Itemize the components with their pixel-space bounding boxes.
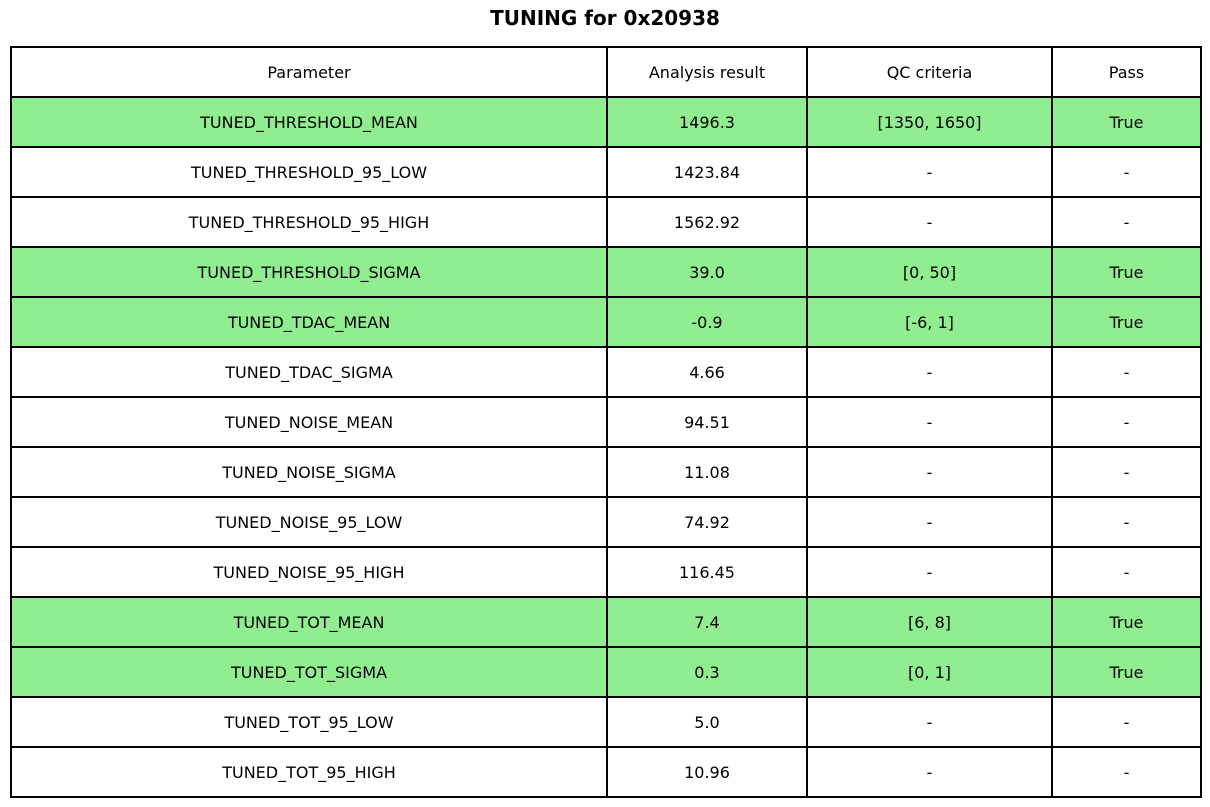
pass-cell: True bbox=[1051, 596, 1202, 648]
parameter-cell: TUNED_TOT_MEAN bbox=[10, 596, 608, 648]
pass-cell: True bbox=[1051, 246, 1202, 298]
table-body: TUNED_THRESHOLD_MEAN 1496.3 [1350, 1650] Tr… bbox=[10, 96, 1202, 798]
qc-criteria-cell: - bbox=[806, 396, 1053, 448]
column-header-pass: Pass bbox=[1051, 46, 1202, 98]
table-row: TUNED_THRESHOLD_95_LOW 1423.84- - bbox=[10, 146, 1202, 198]
analysis-result-cell: 10.96 bbox=[606, 746, 808, 798]
qc-criteria-cell: - bbox=[806, 496, 1053, 548]
pass-cell: - bbox=[1051, 546, 1202, 598]
parameter-cell: TUNED_NOISE_SIGMA bbox=[10, 446, 608, 498]
analysis-result-cell: 94.51 bbox=[606, 396, 808, 448]
qc-criteria-cell: - bbox=[806, 196, 1053, 248]
analysis-result-cell: 4.66 bbox=[606, 346, 808, 398]
analysis-result-cell: 1562.92 bbox=[606, 196, 808, 248]
analysis-result-cell: 0.3 bbox=[606, 646, 808, 698]
pass-cell: True bbox=[1051, 96, 1202, 148]
analysis-result-cell: -0.9 bbox=[606, 296, 808, 348]
parameter-cell: TUNED_THRESHOLD_95_LOW bbox=[10, 146, 608, 198]
pass-cell: - bbox=[1051, 396, 1202, 448]
parameter-cell: TUNED_THRESHOLD_MEAN bbox=[10, 96, 608, 148]
analysis-result-cell: 5.0 bbox=[606, 696, 808, 748]
column-header-analysis-result: Analysis result bbox=[606, 46, 808, 98]
table-row: TUNED_TDAC_MEAN -0.9 [-6, 1] True bbox=[10, 296, 1202, 348]
qc-criteria-cell: - bbox=[806, 696, 1053, 748]
analysis-result-cell: 1496.3 bbox=[606, 96, 808, 148]
parameter-cell: TUNED_TOT_95_LOW bbox=[10, 696, 608, 748]
analysis-result-cell: 11.08 bbox=[606, 446, 808, 498]
column-header-parameter: Parameter bbox=[10, 46, 608, 98]
parameter-cell: TUNED_THRESHOLD_95_HIGH bbox=[10, 196, 608, 248]
pass-cell: True bbox=[1051, 296, 1202, 348]
table-row: TUNED_TOT_SIGMA 0.3 [0, 1] True bbox=[10, 646, 1202, 698]
qc-criteria-cell: - bbox=[806, 446, 1053, 498]
parameter-cell: TUNED_NOISE_95_LOW bbox=[10, 496, 608, 548]
qc-criteria-cell: [6, 8] bbox=[806, 596, 1053, 648]
pass-cell: - bbox=[1051, 496, 1202, 548]
qc-criteria-cell: [0, 50] bbox=[806, 246, 1053, 298]
pass-cell: - bbox=[1051, 196, 1202, 248]
parameter-cell: TUNED_THRESHOLD_SIGMA bbox=[10, 246, 608, 298]
table-row: TUNED_TOT_95_LOW 5.0- - bbox=[10, 696, 1202, 748]
analysis-result-cell: 7.4 bbox=[606, 596, 808, 648]
qc-criteria-cell: - bbox=[806, 546, 1053, 598]
qc-criteria-cell: - bbox=[806, 346, 1053, 398]
table-row: TUNED_THRESHOLD_MEAN 1496.3 [1350, 1650] Tr… bbox=[10, 96, 1202, 148]
qc-criteria-cell: [1350, 1650] bbox=[806, 96, 1053, 148]
analysis-result-cell: 116.45 bbox=[606, 546, 808, 598]
table-row: TUNED_NOISE_95_LOW 74.92- - bbox=[10, 496, 1202, 548]
table-row: TUNED_NOISE_95_HIGH 116.45- - bbox=[10, 546, 1202, 598]
pass-cell: - bbox=[1051, 696, 1202, 748]
parameter-cell: TUNED_TOT_SIGMA bbox=[10, 646, 608, 698]
qc-criteria-cell: - bbox=[806, 146, 1053, 198]
column-header-qc-criteria: QC criteria bbox=[806, 46, 1053, 98]
pass-cell: - bbox=[1051, 146, 1202, 198]
qc-criteria-cell: [0, 1] bbox=[806, 646, 1053, 698]
pass-cell: - bbox=[1051, 746, 1202, 798]
table-row: TUNED_THRESHOLD_SIGMA 39.0 [0, 50] True bbox=[10, 246, 1202, 298]
parameter-cell: TUNED_TDAC_MEAN bbox=[10, 296, 608, 348]
table-row: TUNED_TDAC_SIGMA 4.66- - bbox=[10, 346, 1202, 398]
analysis-result-cell: 74.92 bbox=[606, 496, 808, 548]
pass-cell: True bbox=[1051, 646, 1202, 698]
pass-cell: - bbox=[1051, 346, 1202, 398]
qc-criteria-cell: [-6, 1] bbox=[806, 296, 1053, 348]
analysis-result-cell: 39.0 bbox=[606, 246, 808, 298]
table-row: TUNED_NOISE_MEAN 94.51- - bbox=[10, 396, 1202, 448]
parameter-cell: TUNED_TOT_95_HIGH bbox=[10, 746, 608, 798]
analysis-result-cell: 1423.84 bbox=[606, 146, 808, 198]
parameter-cell: TUNED_NOISE_95_HIGH bbox=[10, 546, 608, 598]
parameter-cell: TUNED_NOISE_MEAN bbox=[10, 396, 608, 448]
header-row: Parameter Analysis result QC criteria Pa… bbox=[10, 46, 1202, 98]
qc-table: Parameter Analysis result QC criteria Pa… bbox=[10, 46, 1202, 798]
page-title: TUNING for 0x20938 bbox=[490, 6, 720, 30]
table-row: TUNED_TOT_95_HIGH 10.96- - bbox=[10, 746, 1202, 798]
qc-criteria-cell: - bbox=[806, 746, 1053, 798]
table-row: TUNED_TOT_MEAN 7.4 [6, 8] True bbox=[10, 596, 1202, 648]
table-row: TUNED_THRESHOLD_95_HIGH 1562.92- - bbox=[10, 196, 1202, 248]
parameter-cell: TUNED_TDAC_SIGMA bbox=[10, 346, 608, 398]
pass-cell: - bbox=[1051, 446, 1202, 498]
table-row: TUNED_NOISE_SIGMA 11.08- - bbox=[10, 446, 1202, 498]
